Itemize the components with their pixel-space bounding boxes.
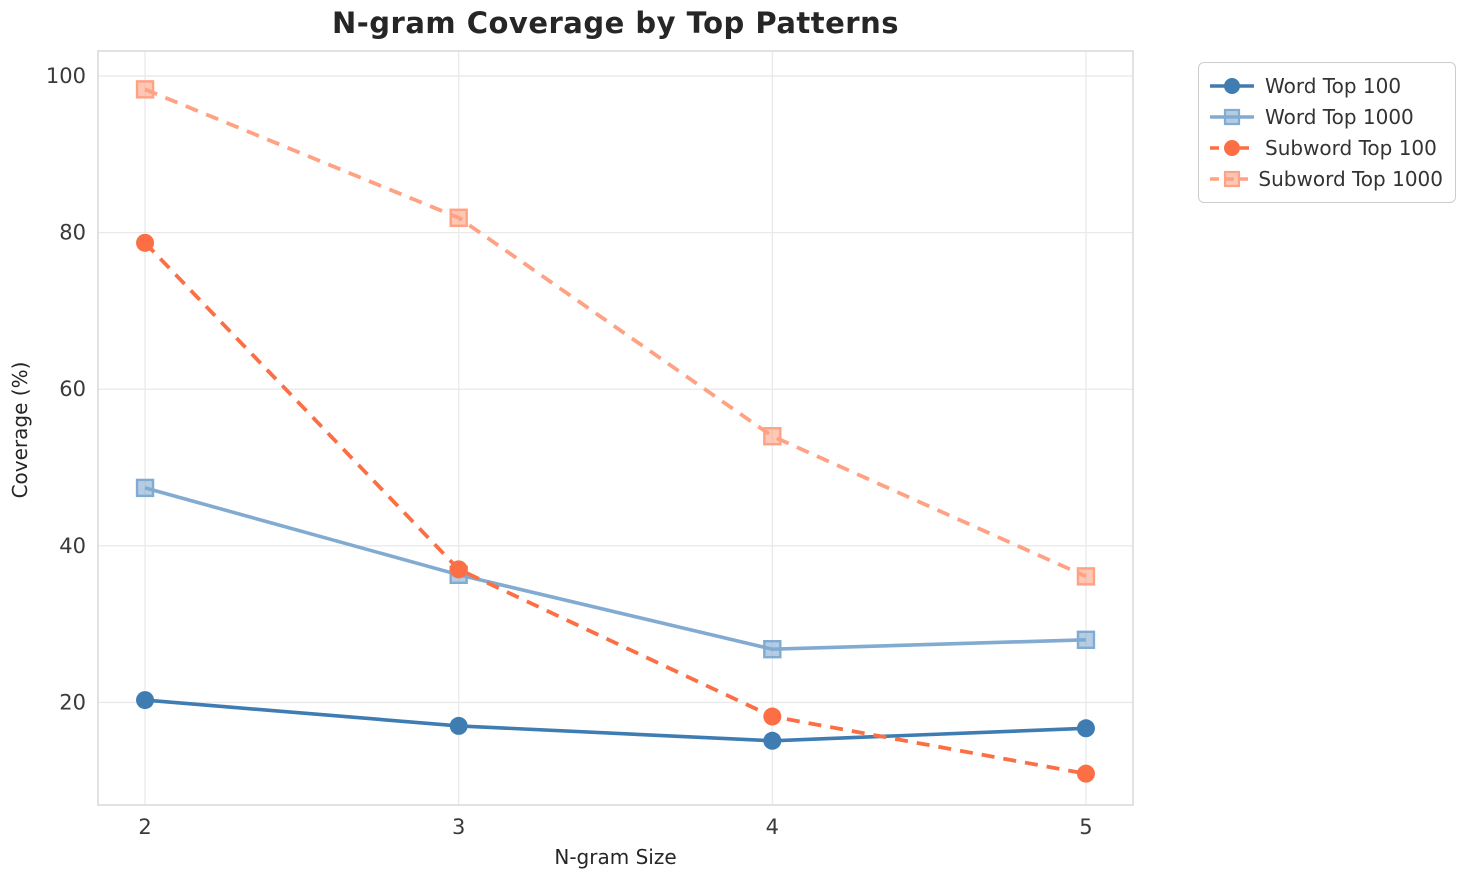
data-point-circle [136, 691, 155, 710]
y-tick-label: 60 [59, 377, 86, 401]
circle-marker-icon [1210, 78, 1254, 94]
series-line-word-top-100 [144, 698, 1087, 743]
x-tick-label: 4 [766, 815, 779, 839]
data-point-circle [136, 233, 155, 252]
x-tick-label: 5 [1079, 815, 1092, 839]
x-tick-label: 3 [452, 815, 465, 839]
y-tick-label: 40 [59, 534, 86, 558]
data-point-square [135, 80, 155, 99]
y-axis-label: Coverage (%) [8, 361, 32, 499]
legend-item-word-top-100: Word Top 100 [1209, 72, 1443, 100]
data-point-circle [449, 716, 468, 735]
data-point-square [135, 478, 155, 498]
chart-title: N-gram Coverage by Top Patterns [331, 6, 900, 40]
data-point-circle [763, 731, 782, 750]
square-marker-icon [1210, 170, 1249, 188]
legend-item-subword-top-1000: Subword Top 1000 [1209, 165, 1443, 193]
data-point-square [763, 427, 782, 446]
legend-label: Word Top 100 [1265, 74, 1402, 98]
series-line-subword-top-100 [143, 241, 1087, 776]
square-marker-icon [1210, 108, 1254, 126]
y-tick-label: 20 [59, 690, 86, 714]
data-point-circle [763, 707, 782, 726]
data-point-circle [1076, 764, 1095, 783]
series-line-subword-top-1000 [144, 87, 1087, 579]
legend-item-subword-top-100: Subword Top 100 [1209, 134, 1443, 162]
x-tick-label: 2 [138, 815, 151, 839]
legend-label: Word Top 1000 [1265, 105, 1414, 129]
series-line-word-top-1000 [144, 486, 1087, 651]
data-point-circle [1076, 719, 1095, 738]
data-point-square [763, 639, 782, 659]
y-tick-label: 80 [59, 221, 86, 245]
axes-spines [97, 50, 1134, 806]
x-axis-label: N-gram Size [554, 845, 677, 869]
data-point-square [1076, 567, 1096, 586]
legend: Word Top 100 Word Top 1000 Subword Top 100… [1198, 62, 1456, 203]
data-point-square [1076, 630, 1096, 649]
legend-label: Subword Top 100 [1265, 136, 1437, 160]
legend-label: Subword Top 1000 [1258, 167, 1443, 191]
legend-item-word-top-1000: Word Top 1000 [1209, 103, 1443, 131]
data-point-square [449, 208, 468, 227]
data-point-circle [449, 560, 468, 579]
circle-marker-icon [1210, 140, 1254, 156]
y-tick-label: 100 [46, 64, 86, 88]
